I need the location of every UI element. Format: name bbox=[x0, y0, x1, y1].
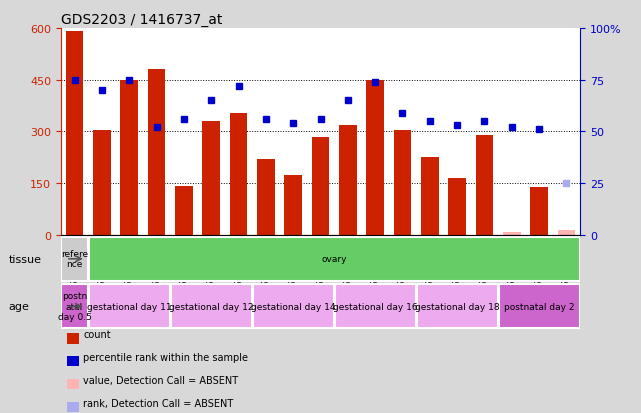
Text: rank, Detection Call = ABSENT: rank, Detection Call = ABSENT bbox=[83, 398, 233, 408]
Text: gestational day 16: gestational day 16 bbox=[333, 302, 417, 311]
Bar bbox=[229, 113, 247, 235]
Text: count: count bbox=[83, 330, 111, 339]
Bar bbox=[394, 131, 412, 235]
Bar bbox=[503, 232, 520, 235]
Text: gestational day 14: gestational day 14 bbox=[251, 302, 335, 311]
Bar bbox=[171, 285, 252, 328]
Bar bbox=[285, 175, 302, 235]
Bar bbox=[366, 81, 384, 235]
Bar bbox=[257, 160, 275, 235]
Bar bbox=[62, 237, 88, 281]
Text: ovary: ovary bbox=[321, 255, 347, 263]
Text: tissue: tissue bbox=[8, 254, 41, 264]
Bar bbox=[203, 122, 220, 235]
Bar bbox=[339, 125, 356, 235]
Bar bbox=[335, 285, 415, 328]
Bar bbox=[558, 230, 576, 235]
Bar bbox=[121, 81, 138, 235]
Text: postnatal day 2: postnatal day 2 bbox=[504, 302, 574, 311]
Text: gestational day 11: gestational day 11 bbox=[87, 302, 172, 311]
Bar bbox=[253, 285, 333, 328]
Text: refere
nce: refere nce bbox=[61, 249, 88, 269]
Text: gestational day 18: gestational day 18 bbox=[415, 302, 499, 311]
Bar bbox=[175, 186, 193, 235]
Bar bbox=[421, 158, 438, 235]
Bar bbox=[65, 32, 83, 235]
Text: percentile rank within the sample: percentile rank within the sample bbox=[83, 352, 248, 362]
Bar bbox=[476, 135, 494, 235]
Text: value, Detection Call = ABSENT: value, Detection Call = ABSENT bbox=[83, 375, 238, 385]
Bar bbox=[62, 285, 88, 328]
Bar bbox=[147, 70, 165, 235]
Text: GDS2203 / 1416737_at: GDS2203 / 1416737_at bbox=[61, 12, 222, 26]
Bar bbox=[417, 285, 497, 328]
Bar bbox=[88, 285, 170, 328]
Text: postn
atal
day 0.5: postn atal day 0.5 bbox=[58, 292, 92, 321]
Bar bbox=[530, 187, 548, 235]
Text: gestational day 12: gestational day 12 bbox=[169, 302, 253, 311]
Text: age: age bbox=[8, 301, 29, 312]
Bar bbox=[312, 137, 329, 235]
Bar bbox=[448, 178, 466, 235]
Bar bbox=[499, 285, 579, 328]
Bar bbox=[93, 131, 111, 235]
